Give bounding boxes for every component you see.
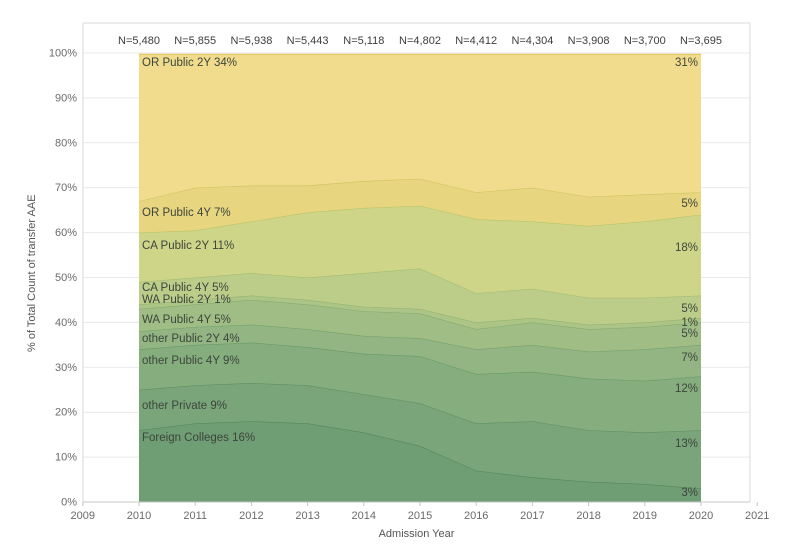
y-axis-title: % of Total Count of transfer AAE xyxy=(26,194,38,352)
band-label-left-ca-public-2y: CA Public 2Y 11% xyxy=(142,240,234,252)
x-tick-label: 2015 xyxy=(408,510,432,522)
y-tick-label: 50% xyxy=(55,272,77,284)
x-tick-label: 2017 xyxy=(520,510,544,522)
area-other-public-2y[interactable] xyxy=(139,324,701,381)
n-count-label: N=4,304 xyxy=(511,35,553,47)
x-tick-label: 2011 xyxy=(183,510,207,522)
x-tick-label: 2009 xyxy=(71,510,95,522)
band-label-left-wa-public-4y: WA Public 4Y 5% xyxy=(142,314,231,326)
area-wa-public-4y[interactable] xyxy=(139,299,701,352)
band-label-left-other-private: other Private 9% xyxy=(142,400,227,412)
area-foreign-colleges[interactable] xyxy=(139,421,701,502)
band-label-right-wa-public-2y: 1% xyxy=(681,317,698,329)
n-count-label: N=5,938 xyxy=(230,35,272,47)
y-tick-label: 90% xyxy=(55,92,77,104)
area-ca-public-4y[interactable] xyxy=(139,268,701,325)
band-label-right-foreign-colleges: 3% xyxy=(681,487,698,499)
y-tick-label: 60% xyxy=(55,227,77,239)
band-label-right-or-public-4y: 5% xyxy=(681,198,698,210)
y-tick-label: 20% xyxy=(55,407,77,419)
band-label-right-ca-public-4y: 5% xyxy=(681,303,698,315)
y-tick-label: 100% xyxy=(49,48,77,60)
x-tick-label: 2018 xyxy=(576,510,600,522)
band-label-left-or-public-4y: OR Public 4Y 7% xyxy=(142,207,231,219)
area-ca-public-2y[interactable] xyxy=(139,205,701,298)
n-count-label: N=5,480 xyxy=(118,35,160,47)
n-count-label: N=3,700 xyxy=(624,35,666,47)
band-label-right-wa-public-4y: 5% xyxy=(681,328,698,340)
band-label-left-wa-public-2y: WA Public 2Y 1% xyxy=(142,294,231,306)
y-tick-label: 40% xyxy=(55,317,77,329)
y-tick-label: 80% xyxy=(55,137,77,149)
area-or-public-4y[interactable] xyxy=(139,178,701,233)
y-tick-label: 10% xyxy=(55,452,77,464)
y-tick-label: 0% xyxy=(61,497,77,509)
x-tick-label: 2019 xyxy=(633,510,657,522)
band-label-left-or-public-2y: OR Public 2Y 34% xyxy=(142,57,237,69)
y-tick-label: 70% xyxy=(55,182,77,194)
x-tick-label: 2013 xyxy=(295,510,319,522)
area-wa-public-2y[interactable] xyxy=(139,295,701,330)
n-count-label: N=3,908 xyxy=(568,35,610,47)
area-other-public-4y[interactable] xyxy=(139,342,701,433)
n-count-label: N=5,118 xyxy=(343,35,384,47)
band-label-right-other-public-4y: 12% xyxy=(675,383,698,395)
x-tick-label: 2020 xyxy=(689,510,713,522)
band-label-right-ca-public-2y: 18% xyxy=(675,242,698,254)
band-label-left-ca-public-4y: CA Public 4Y 5% xyxy=(142,282,229,294)
n-count-label: N=4,802 xyxy=(399,35,441,47)
n-count-label: N=3,695 xyxy=(680,35,722,47)
x-tick-label: 2014 xyxy=(352,510,376,522)
n-count-label: N=5,855 xyxy=(174,35,216,47)
band-label-right-or-public-2y: 31% xyxy=(675,57,698,69)
x-tick-label: 2012 xyxy=(239,510,263,522)
band-label-right-other-public-2y: 7% xyxy=(681,352,698,364)
x-axis-title: Admission Year xyxy=(378,528,455,540)
n-count-label: N=5,443 xyxy=(287,35,329,47)
band-label-left-foreign-colleges: Foreign Colleges 16% xyxy=(142,432,255,444)
x-tick-label: 2016 xyxy=(464,510,488,522)
y-tick-label: 30% xyxy=(55,362,77,374)
band-label-left-other-public-2y: other Public 2Y 4% xyxy=(142,333,240,345)
band-label-right-other-private: 13% xyxy=(675,438,698,450)
n-count-label: N=4,412 xyxy=(455,35,497,47)
x-tick-label: 2021 xyxy=(745,510,769,522)
area-or-public-2y[interactable] xyxy=(139,54,701,202)
x-tick-label: 2010 xyxy=(127,510,151,522)
area-other-private[interactable] xyxy=(139,383,701,489)
band-label-left-other-public-4y: other Public 4Y 9% xyxy=(142,355,240,367)
